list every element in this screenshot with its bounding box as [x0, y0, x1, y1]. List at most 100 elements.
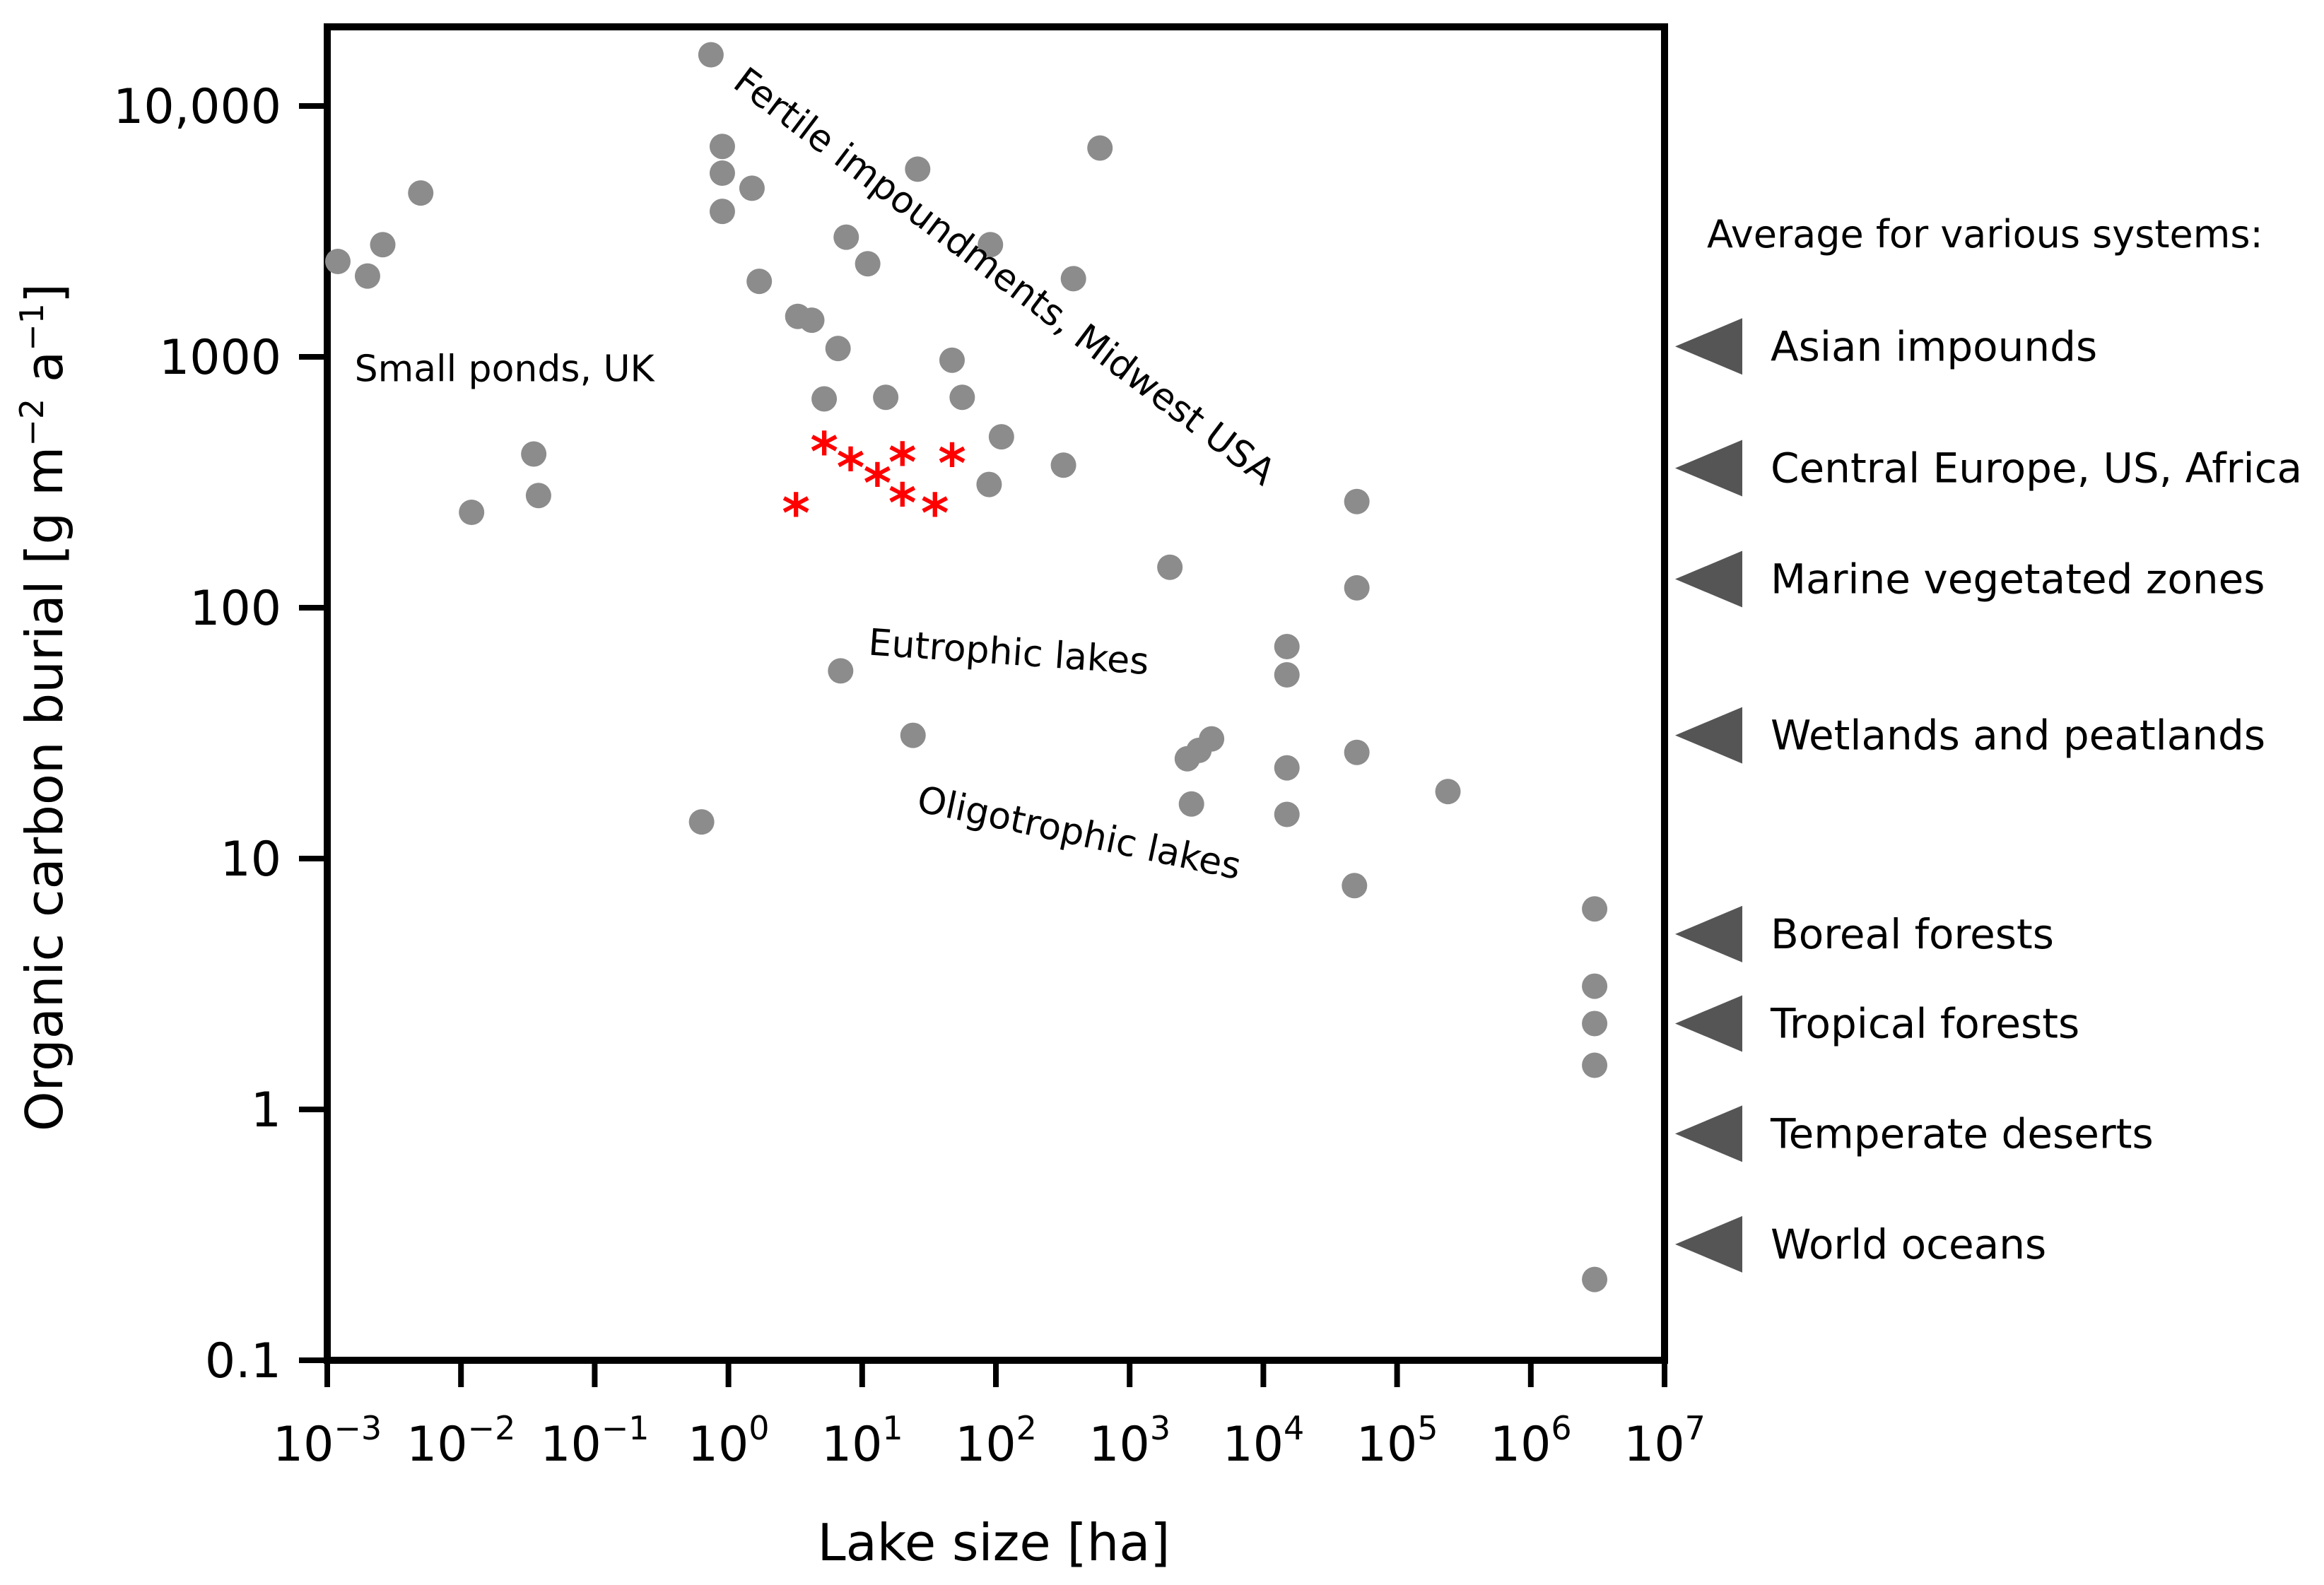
annotation-label: Small ponds, UK — [355, 348, 656, 390]
x-tick-label: 103 — [1088, 1409, 1170, 1473]
x-tick-exponent: −2 — [468, 1409, 516, 1447]
asterisk-point: * — [888, 471, 917, 534]
reference-markers: Asian impounds Central Europe, US, Africa… — [1675, 318, 2302, 1273]
x-tick-label: 102 — [955, 1409, 1037, 1473]
data-point — [1435, 779, 1461, 805]
data-point — [976, 471, 1002, 497]
data-point — [1087, 135, 1113, 161]
x-axis-ticks: 10−3 10−2 10−1 100 101 102 103 104 105 106 107 — [273, 1360, 1706, 1473]
x-tick-exponent: 6 — [1551, 1409, 1571, 1447]
data-point — [1582, 1010, 1608, 1037]
asterisk-point: * — [837, 436, 865, 499]
asterisk-point: * — [888, 430, 917, 493]
x-tick-label: 10−2 — [406, 1409, 515, 1473]
data-point — [1199, 726, 1225, 752]
x-tick-label: 10−3 — [273, 1409, 382, 1473]
x-tick-label: 105 — [1356, 1409, 1438, 1473]
data-point — [949, 384, 975, 411]
y-axis-ticks: 0.1 1 10 100 1000 10,000 — [113, 79, 327, 1389]
data-point — [1582, 973, 1608, 999]
y-tick-label: 0.1 — [205, 1333, 281, 1389]
reference-label: Asian impounds — [1771, 322, 2097, 370]
data-point — [799, 307, 825, 334]
y-axis-title: Organic carbon burial [g m−2 a−1] — [13, 283, 74, 1131]
reference-label: World oceans — [1771, 1220, 2046, 1268]
reference-arrow-marker — [1675, 1105, 1742, 1162]
data-point — [1050, 452, 1076, 478]
data-point — [698, 42, 724, 68]
y-tick-label: 10,000 — [113, 79, 281, 135]
x-tick-exponent: 7 — [1685, 1409, 1706, 1447]
data-point — [709, 199, 735, 225]
reference-label: Boreal forests — [1771, 910, 2054, 958]
x-tick-exponent: −1 — [601, 1409, 650, 1447]
x-tick-base: 10 — [406, 1417, 468, 1473]
data-point — [1582, 896, 1608, 922]
asterisk-point: * — [782, 482, 810, 545]
reference-label: Marine vegetated zones — [1771, 555, 2265, 603]
data-point — [370, 232, 396, 258]
data-point — [739, 175, 765, 201]
y-tick-label: 1000 — [159, 330, 281, 386]
data-point — [905, 156, 931, 182]
data-point — [873, 384, 899, 411]
x-tick-base: 10 — [1490, 1417, 1551, 1473]
data-point — [1178, 791, 1204, 817]
x-tick-base: 10 — [273, 1417, 334, 1473]
data-point — [1274, 755, 1300, 781]
reference-arrow-marker — [1675, 440, 1742, 497]
y-axis-title-sup2: −1 — [13, 303, 51, 351]
data-point — [1344, 739, 1370, 765]
data-point — [988, 424, 1014, 450]
x-tick-exponent: 3 — [1150, 1409, 1170, 1447]
x-tick-base: 10 — [1624, 1417, 1685, 1473]
data-point — [939, 347, 965, 373]
data-point — [1274, 633, 1300, 659]
x-tick-exponent: 0 — [749, 1409, 769, 1447]
x-axis-title: Lake size [ha] — [818, 1513, 1170, 1572]
data-point — [709, 134, 735, 160]
data-point — [354, 263, 380, 289]
annotation-label: Eutrophic lakes — [867, 622, 1151, 684]
data-point — [811, 386, 838, 412]
x-tick-base: 10 — [1356, 1417, 1418, 1473]
plot-frame — [324, 23, 1668, 1364]
y-tick-label: 1 — [251, 1083, 281, 1138]
x-tick-base: 10 — [688, 1417, 749, 1473]
data-point — [1582, 1266, 1608, 1292]
reference-arrow-marker — [1675, 318, 1742, 375]
asterisk-point: * — [938, 432, 966, 495]
x-tick-label: 107 — [1624, 1409, 1706, 1473]
data-point — [688, 809, 715, 835]
data-point — [1157, 554, 1183, 580]
reference-heading: Average for various systems: — [1707, 212, 2263, 257]
reference-label: Central Europe, US, Africa — [1771, 444, 2302, 493]
x-tick-label: 101 — [821, 1409, 903, 1473]
y-axis-title-sup1: −2 — [13, 399, 51, 447]
data-point — [978, 232, 1004, 258]
reference-arrow-marker — [1675, 905, 1742, 962]
data-point — [825, 336, 851, 362]
x-tick-exponent: 2 — [1016, 1409, 1037, 1447]
data-points: ****** ** — [324, 42, 1608, 1292]
x-tick-base: 10 — [1222, 1417, 1284, 1473]
x-tick-exponent: 4 — [1284, 1409, 1304, 1447]
x-tick-label: 10−1 — [540, 1409, 649, 1473]
reference-label: Tropical forests — [1770, 999, 2079, 1047]
data-point — [525, 483, 551, 509]
y-tick-label: 100 — [189, 581, 281, 637]
reference-arrow-marker — [1675, 1215, 1742, 1273]
x-tick-base: 10 — [821, 1417, 883, 1473]
reference-label: Temperate deserts — [1770, 1109, 2154, 1157]
data-point — [1274, 801, 1300, 827]
reference-arrow-marker — [1675, 707, 1742, 764]
data-point — [1274, 662, 1300, 688]
y-axis-title-main: Organic carbon burial [g m — [15, 447, 74, 1131]
data-point — [1342, 873, 1368, 899]
reference-arrow-marker — [1675, 550, 1742, 608]
data-point — [900, 722, 926, 748]
data-point — [408, 180, 434, 206]
data-point — [1060, 266, 1086, 292]
asterisk-point: * — [810, 420, 838, 483]
x-tick-base: 10 — [955, 1417, 1016, 1473]
